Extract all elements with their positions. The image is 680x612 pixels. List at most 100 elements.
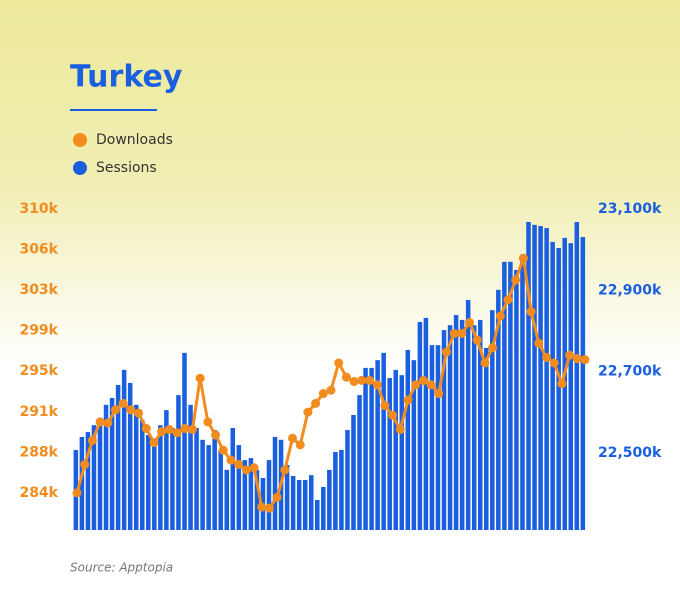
point [118,398,128,408]
bar [315,499,320,530]
bar [97,417,103,530]
point [426,380,436,390]
point [257,502,267,512]
bar [152,439,157,530]
bar [212,430,217,530]
bar [218,449,223,530]
bar [302,480,308,530]
bar [453,315,459,530]
bar [327,469,332,530]
point [549,358,559,368]
point [341,372,351,382]
bar [514,269,519,530]
point [126,405,136,415]
bar [532,224,537,530]
bar [538,226,543,530]
point [372,380,382,390]
point [80,459,90,469]
bar [484,347,489,530]
y-tick-label: 299k [19,323,58,339]
point [388,410,398,420]
bar [133,404,139,530]
bar [139,419,145,530]
bar [580,237,586,530]
point [395,425,405,435]
y-tick-label: 310k [19,201,58,217]
bar [574,222,580,530]
point [449,328,459,338]
point [380,401,390,411]
point [580,355,590,365]
bar [447,325,453,530]
point [134,408,144,418]
y-tick-label: 295k [19,363,58,379]
point [495,311,505,321]
point [226,455,236,465]
bar [429,345,435,530]
point [249,463,259,473]
y2-tick-label: 23,100k [598,201,662,217]
bar [127,382,133,530]
point [218,445,228,455]
point [288,433,298,443]
point [364,375,374,385]
point [72,488,82,498]
point [511,275,521,285]
point [303,407,313,417]
bar [477,319,483,530]
bar [290,475,296,530]
y-tick-label: 291k [19,404,58,420]
point [110,405,120,415]
bar [194,428,199,530]
point [334,358,344,368]
point [272,492,282,502]
point [542,352,552,362]
point [187,425,197,435]
point [465,318,475,328]
bar [381,352,386,530]
legend-marker [73,161,87,175]
bar [526,222,531,530]
bar [321,486,326,530]
point [241,465,251,475]
point [488,343,498,353]
bar [182,352,187,530]
bar [502,261,507,530]
point [518,253,528,263]
bar [423,317,429,530]
point [349,377,359,387]
y-tick-label: 288k [19,444,58,460]
bar [399,375,405,530]
point [418,375,428,385]
bar [465,300,471,530]
bar [496,289,501,530]
bar [363,367,368,530]
bar [417,321,423,530]
point [149,438,159,448]
bar [508,261,513,530]
point [87,435,97,445]
point [103,418,113,428]
bar [520,254,525,530]
chart-title: Turkey [70,60,183,95]
bar [115,384,121,530]
point [211,430,221,440]
y2-tick-label: 22,900k [598,282,662,298]
bar [206,445,211,530]
bar [284,464,290,530]
point [95,417,105,427]
bar [411,360,417,530]
point [264,503,274,513]
point [164,425,174,435]
bar [544,228,549,530]
bar [230,428,236,530]
bar [266,460,272,530]
point [141,423,151,433]
point [503,295,513,305]
y2-tick-label: 22,500k [598,445,662,461]
point [295,440,305,450]
legend-label: Sessions [96,160,157,176]
bar [79,436,85,530]
point [434,389,444,399]
bar [176,395,181,530]
